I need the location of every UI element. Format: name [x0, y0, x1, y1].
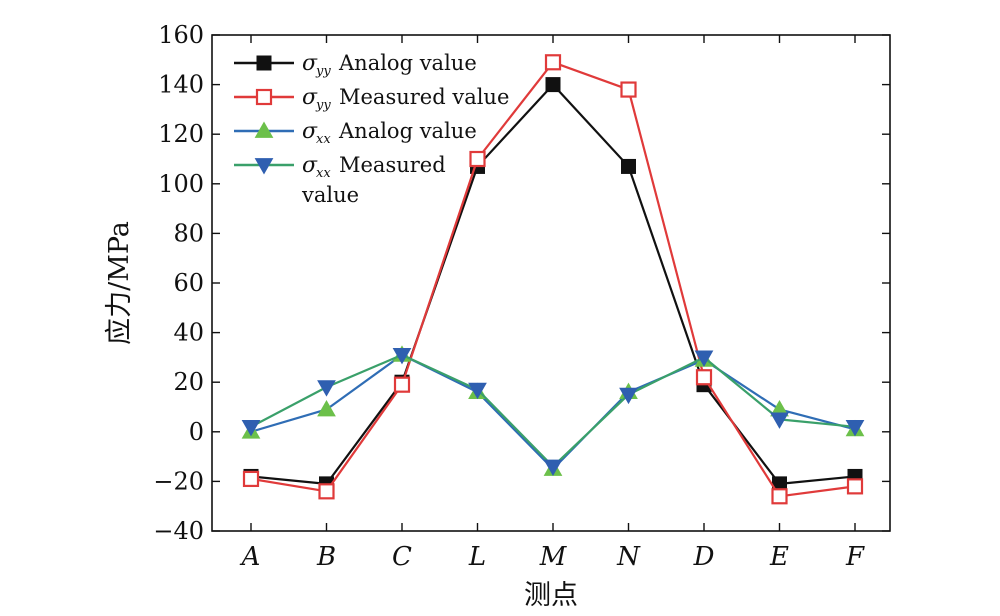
- data-point: [695, 369, 713, 386]
- legend-subscript: yy: [315, 98, 331, 113]
- data-point: [845, 419, 865, 437]
- x-tick-label: C: [392, 542, 412, 572]
- legend-subscript: xx: [316, 166, 331, 181]
- data-point: [392, 348, 412, 365]
- data-point: [543, 459, 563, 477]
- data-point: [544, 54, 562, 71]
- legend-item-2: σyy Measured value: [234, 85, 509, 113]
- data-point: [619, 387, 638, 405]
- x-tick-label: N: [616, 542, 641, 572]
- y-tick-label: 20: [173, 368, 204, 396]
- data-point: [620, 81, 637, 98]
- y-tick-label: 80: [173, 219, 204, 247]
- y-axis-ticks: −40 −20 0 20 40 60 80 100 120 140 160: [153, 21, 890, 545]
- x-tick-label: D: [693, 542, 715, 572]
- series-4: [241, 348, 865, 477]
- legend-subscript: xx: [316, 132, 331, 147]
- legend-label: Analog value: [338, 51, 477, 75]
- data-point: [254, 158, 274, 175]
- legend-item-3: σxx Analog value: [234, 119, 477, 147]
- legend-label: Analog value: [338, 119, 477, 143]
- y-tick-label: 0: [189, 418, 204, 446]
- legend-symbol: σ: [302, 153, 318, 178]
- x-tick-label: L: [468, 542, 486, 572]
- series-layer: [241, 54, 865, 505]
- data-point: [318, 483, 335, 500]
- legend-label: Measured: [339, 153, 446, 177]
- data-point: [393, 376, 411, 393]
- legend-item-1: σyy Analog value: [234, 51, 477, 79]
- series-1: [243, 77, 863, 492]
- series-line: [250, 353, 856, 468]
- y-tick-label: 160: [158, 21, 204, 49]
- y-tick-label: 120: [158, 120, 204, 148]
- data-point: [469, 150, 486, 168]
- data-point: [242, 470, 260, 488]
- data-point: [846, 478, 864, 495]
- legend-subscript: yy: [315, 64, 331, 79]
- x-axis-title: 测点: [524, 580, 578, 611]
- legend-symbol: σ: [302, 51, 318, 76]
- x-tick-label: F: [845, 542, 865, 572]
- x-tick-label: E: [769, 542, 789, 572]
- x-tick-label: M: [539, 542, 568, 572]
- y-tick-label: 100: [158, 170, 204, 198]
- data-point: [545, 77, 561, 93]
- y-tick-label: −40: [153, 517, 204, 545]
- legend-label-line2: value: [301, 183, 359, 207]
- legend-symbol: σ: [302, 119, 318, 144]
- data-point: [317, 380, 336, 397]
- series-line: [250, 83, 856, 485]
- series-line: [250, 353, 856, 471]
- x-tick-label: B: [316, 542, 336, 572]
- y-tick-label: 140: [158, 71, 204, 99]
- y-tick-label: −20: [153, 467, 204, 495]
- legend-item-4: σxx Measured value: [234, 153, 446, 207]
- data-point: [256, 55, 272, 71]
- data-point: [468, 382, 487, 400]
- data-point: [254, 121, 274, 138]
- data-point: [694, 350, 714, 367]
- data-point: [255, 88, 273, 106]
- legend-symbol: σ: [302, 85, 318, 110]
- data-point: [317, 399, 336, 417]
- y-axis-title: 应力/MPa: [104, 221, 135, 345]
- data-point: [770, 412, 789, 429]
- data-point: [771, 488, 788, 505]
- x-tick-label: A: [240, 542, 261, 572]
- series-2: [242, 54, 864, 505]
- y-tick-label: 60: [173, 269, 204, 297]
- legend-label: Measured value: [339, 85, 509, 109]
- data-point: [241, 419, 261, 437]
- y-tick-label: 40: [173, 319, 204, 347]
- data-point: [621, 158, 636, 174]
